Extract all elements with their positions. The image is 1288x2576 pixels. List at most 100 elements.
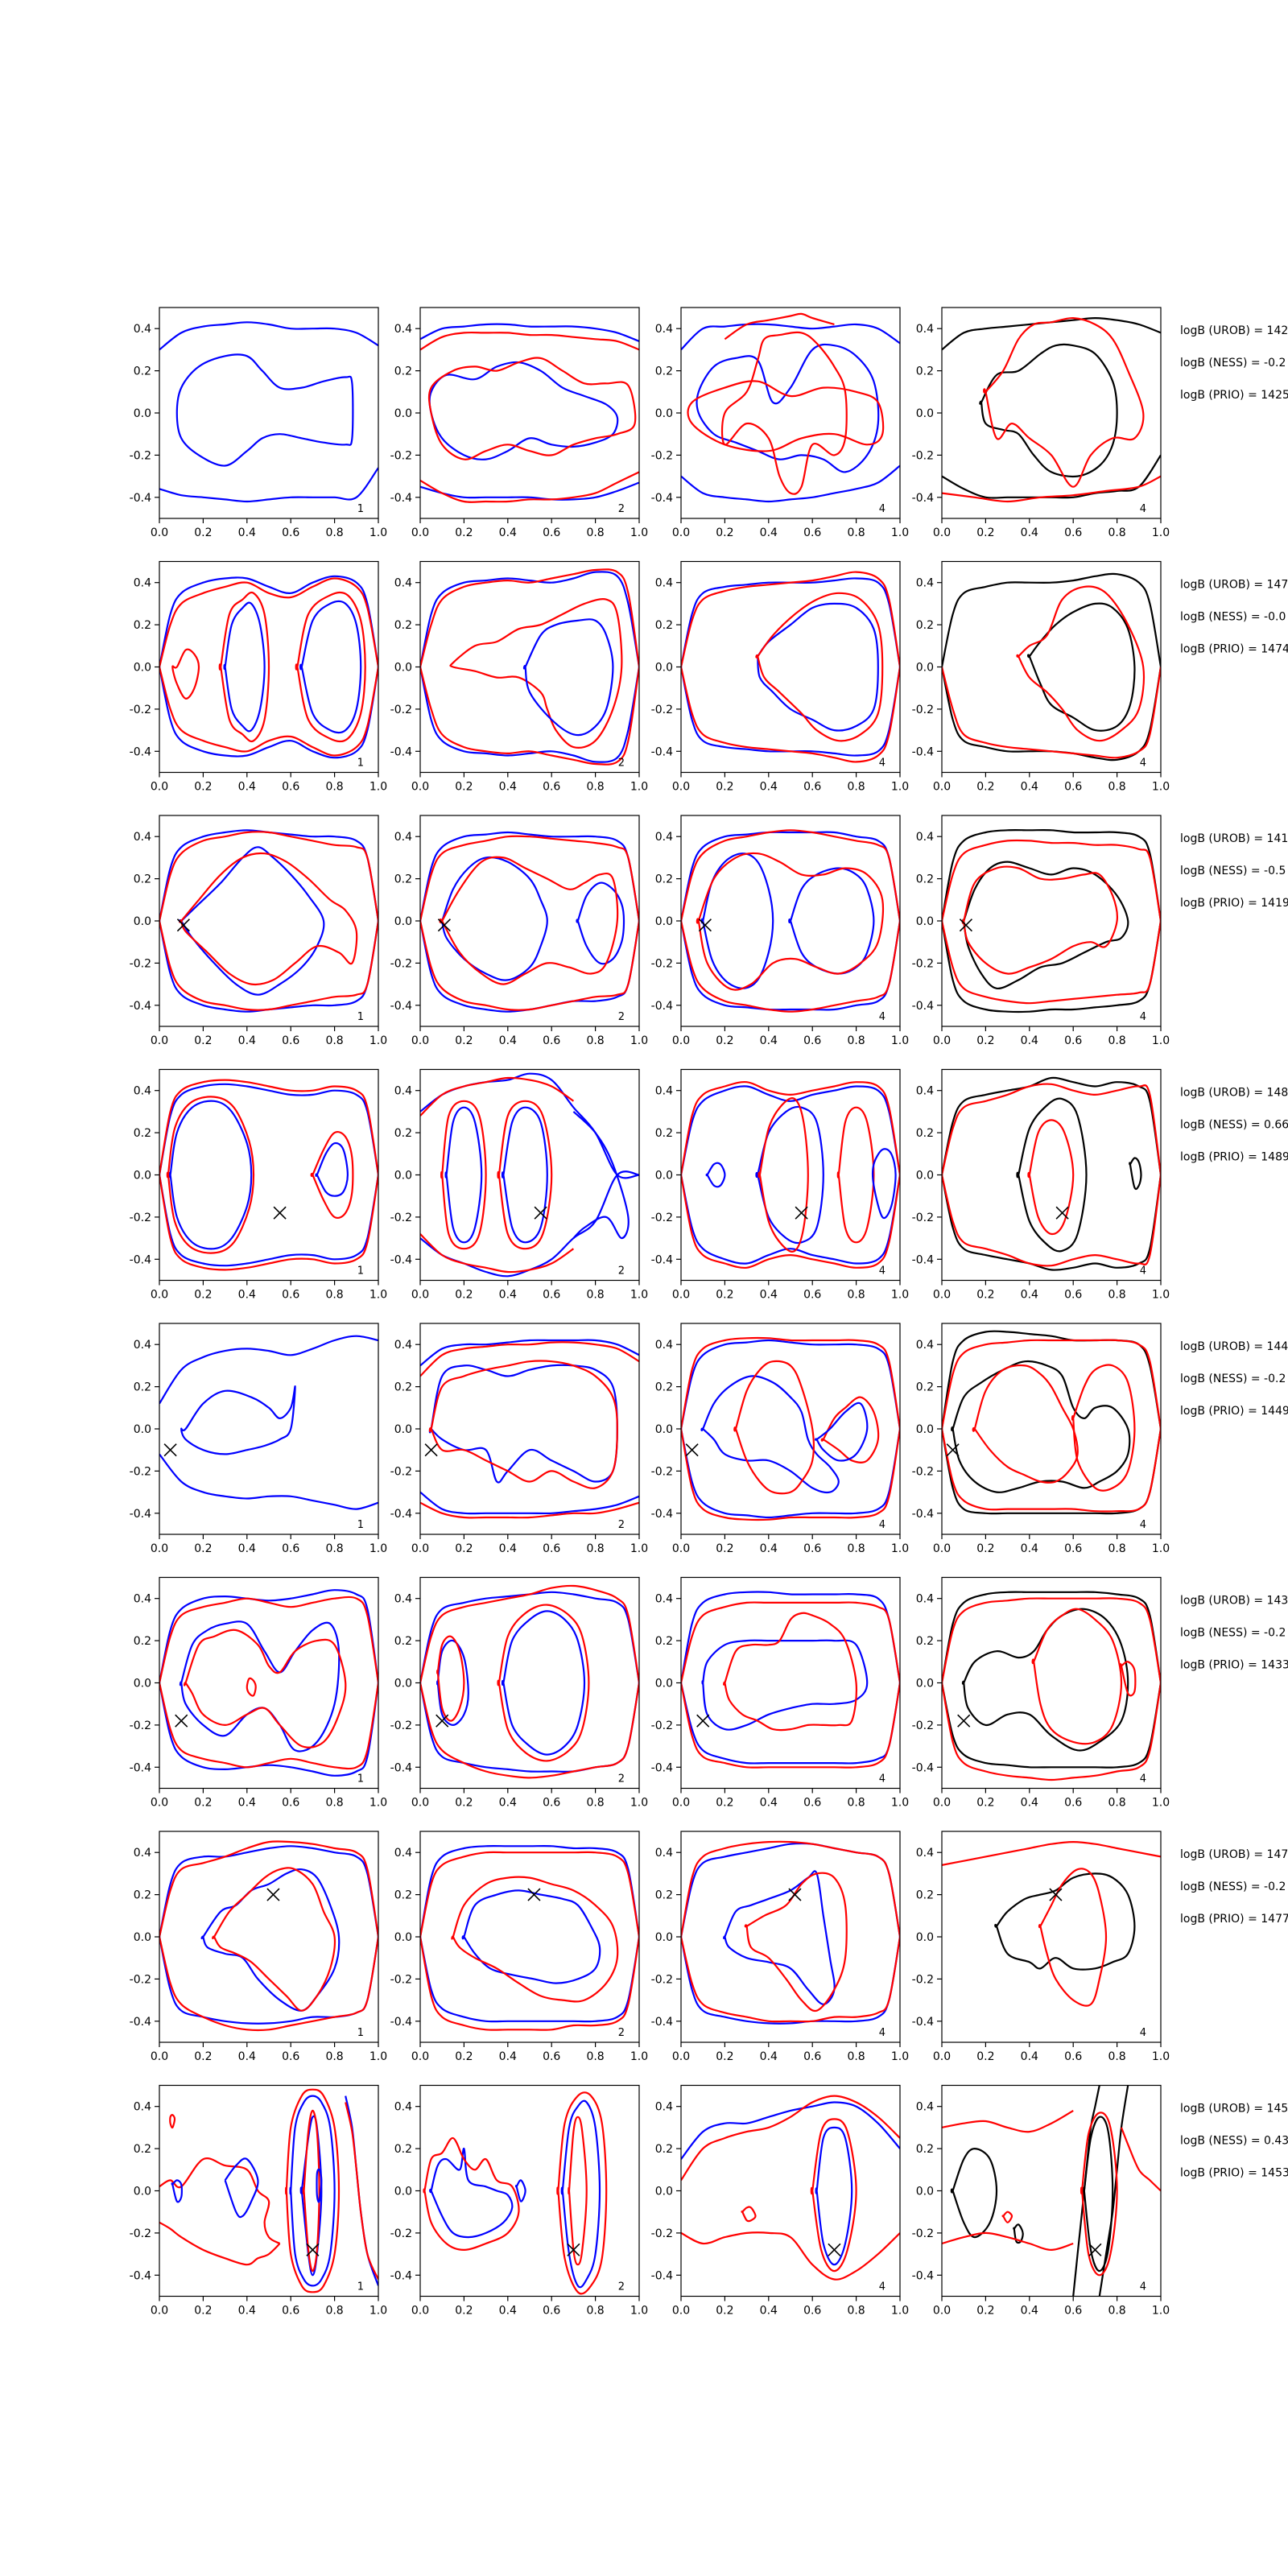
x-marker (424, 1443, 438, 1457)
contour-group (420, 568, 639, 766)
contour-blue-3 (299, 2115, 323, 2277)
x-tick-label: 0.2 (194, 2050, 212, 2063)
y-tick-label: 0.2 (916, 365, 934, 378)
contour-red-2 (1038, 1868, 1108, 2007)
panel-r8-c3: 0.0 0.2 0.4 0.6 0.8 1.0 0.4 0.2 0.0 -0.2 -0.4 4 (651, 2084, 909, 2318)
y-tick-label: 0.4 (655, 577, 673, 590)
x-tick-label: 0.4 (760, 1034, 778, 1047)
y-tick-label: -0.4 (130, 1253, 151, 1266)
contour-red-4 (420, 1233, 575, 1274)
contour-group (420, 1339, 639, 1519)
x-tick-label: 0.0 (411, 2305, 429, 2318)
contour-red-6 (972, 1364, 1079, 1484)
x-tick-label: 0.0 (411, 1542, 429, 1555)
x-tick-label: 0.8 (1108, 781, 1125, 794)
contour-red-4 (942, 1682, 1161, 1781)
logb-annotation: logB (UROB) = 147 (1180, 1848, 1288, 1861)
x-tick-label: 0.2 (455, 1034, 473, 1047)
contour-blue-5 (168, 1100, 253, 1250)
contour-blue-2 (180, 1385, 296, 1455)
panel-number-label: 4 (1140, 1773, 1146, 1785)
contour-black-5 (961, 861, 1129, 990)
y-tick-label: 0.2 (134, 619, 151, 632)
y-tick-label: 0.0 (134, 1170, 151, 1183)
contour-red-6 (166, 1096, 255, 1254)
y-tick-label: 0.2 (394, 873, 412, 886)
contour-red-4 (681, 920, 900, 1013)
contour-blue-7 (501, 1106, 548, 1244)
x-tick-label: 0.2 (455, 2305, 473, 2318)
y-tick-label: 0.4 (134, 1847, 151, 1860)
contour-blue-5 (701, 1639, 869, 1731)
contour-red-4 (420, 471, 639, 503)
contour-group (942, 2085, 1161, 2297)
x-tick-label: 0.6 (282, 1034, 299, 1047)
x-tick-label: 0.0 (672, 2305, 690, 2318)
y-tick-label: 0.0 (134, 2186, 151, 2198)
panel-r2-c3: 0.0 0.2 0.4 0.6 0.8 1.0 0.4 0.2 0.0 -0.2 -0.4 4 (651, 560, 909, 794)
contour-blue-6 (576, 881, 625, 965)
panel-number-label: 4 (1140, 1011, 1146, 1023)
contour-blue-1 (681, 831, 900, 922)
x-tick-label: 0.6 (543, 1289, 560, 1302)
y-tick-label: 0.0 (916, 915, 934, 928)
contour-red-4 (420, 1936, 639, 2031)
contour-red-5 (942, 475, 1161, 503)
x-tick-label: 0.4 (1021, 1542, 1038, 1555)
y-tick-label: -0.4 (912, 1000, 934, 1013)
x-tick-label: 0.4 (238, 2305, 256, 2318)
y-tick-label: -0.2 (651, 2227, 673, 2240)
contour-red-5 (423, 2136, 520, 2251)
contour-blue-9 (572, 1111, 630, 1240)
x-tick-label: 0.4 (238, 526, 256, 539)
contour-red-6 (497, 1604, 590, 1762)
contour-blue-1 (420, 571, 639, 667)
x-tick-label: 0.6 (282, 781, 299, 794)
contour-blue-5 (501, 1610, 586, 1756)
contour-group (942, 1841, 1161, 2007)
y-tick-label: 0.0 (394, 1931, 412, 1944)
y-tick-label: 0.4 (394, 1339, 412, 1352)
contour-blue-1 (159, 1589, 378, 1683)
y-tick-label: 0.2 (655, 1635, 673, 1648)
contour-blue-1 (681, 1339, 900, 1430)
x-tick-label: 0.8 (847, 526, 865, 539)
contour-group (681, 1591, 900, 1769)
contour-group (942, 1330, 1161, 1515)
panel-r4-c4: 0.0 0.2 0.4 0.6 0.8 1.0 0.4 0.2 0.0 -0.2 -0.4 4 (912, 1068, 1170, 1302)
y-tick-label: -0.4 (912, 1508, 934, 1521)
x-tick-label: 0.2 (194, 526, 212, 539)
y-tick-label: 0.0 (916, 662, 934, 675)
x-tick-label: 1.0 (630, 2050, 648, 2063)
x-tick-label: 0.6 (543, 781, 560, 794)
x-marker (946, 1443, 960, 1457)
x-tick-label: 0.6 (282, 1542, 299, 1555)
y-tick-label: -0.4 (130, 1508, 151, 1521)
x-tick-label: 1.0 (369, 781, 387, 794)
y-tick-label: -0.4 (390, 745, 412, 758)
contour-blue-5 (723, 1870, 836, 2005)
y-tick-label: -0.2 (390, 449, 412, 462)
figure-row-4: 0.0 0.2 0.4 0.6 0.8 1.00.40.20.0-0.2-0.410.0 0… (130, 1068, 1288, 1302)
x-tick-label: 0.8 (847, 781, 865, 794)
x-tick-label: 0.4 (499, 1542, 517, 1555)
x-tick-label: 0.4 (1021, 2050, 1038, 2063)
contour-blue-3 (420, 667, 639, 763)
y-tick-label: 0.0 (655, 407, 673, 420)
panel-number-label: 4 (879, 758, 886, 770)
panel-number-label: 4 (879, 1519, 886, 1531)
contour-blue-6 (514, 2179, 526, 2202)
contour-black-2 (1098, 2085, 1129, 2297)
x-tick-label: 0.4 (238, 781, 256, 794)
y-tick-label: -0.2 (390, 1719, 412, 1732)
y-tick-label: -0.2 (651, 957, 673, 970)
x-tick-label: 0.2 (455, 1797, 473, 1810)
y-tick-label: -0.2 (130, 957, 151, 970)
panel-r7-c2: 0.0 0.2 0.4 0.6 0.8 1.0 0.4 0.2 0.0 -0.2 -0.4 2 (390, 1831, 648, 2063)
contour-blue-3 (696, 343, 880, 473)
y-tick-label: -0.2 (390, 1973, 412, 1986)
x-tick-label: 0.2 (716, 1034, 733, 1047)
x-tick-label: 1.0 (891, 1034, 909, 1047)
contour-blue-8 (315, 1141, 349, 1197)
